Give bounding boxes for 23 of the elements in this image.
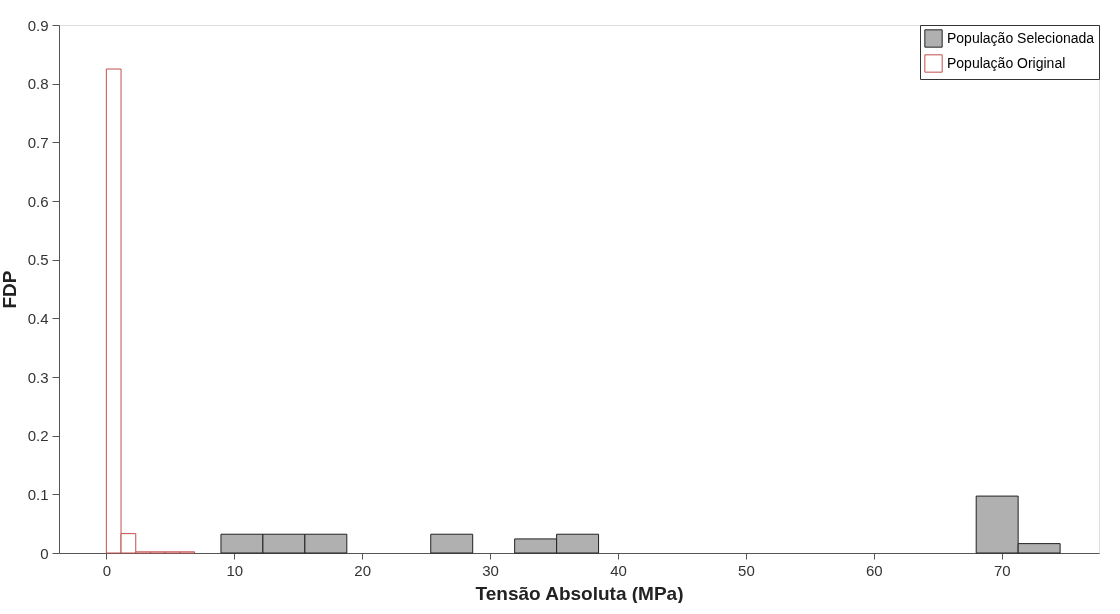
y-tick-label: 0.5	[27, 251, 49, 269]
y-tick-label: 0.1	[27, 485, 49, 503]
x-tick-label: 60	[866, 561, 883, 579]
x-tick-label: 40	[610, 561, 627, 579]
x-tick-label: 10	[226, 561, 244, 579]
x-tick-label: 30	[482, 561, 499, 579]
y-tick-label: 0	[40, 544, 49, 562]
x-tick-label: 70	[993, 561, 1011, 579]
y-axis-title: FDP	[0, 270, 20, 309]
bar	[430, 533, 474, 554]
y-tick-label: 0.9	[27, 16, 49, 34]
y-tick-label: 0.6	[27, 192, 49, 210]
y-tick-label: 0.2	[27, 427, 49, 445]
x-tick-label: 0	[102, 561, 111, 579]
y-tick-label: 0.8	[27, 75, 49, 93]
legend-label: População Original	[947, 54, 1066, 71]
x-axis-title: Tensão Absoluta (MPa)	[475, 582, 684, 604]
legend-label: População Selecionada	[947, 29, 1095, 46]
y-tick-label: 0.7	[27, 133, 49, 151]
y-tick-label: 0.4	[27, 309, 49, 327]
x-tick-label: 50	[738, 561, 755, 579]
x-tick-label: 20	[354, 561, 372, 579]
y-tick-label: 0.3	[27, 368, 49, 386]
